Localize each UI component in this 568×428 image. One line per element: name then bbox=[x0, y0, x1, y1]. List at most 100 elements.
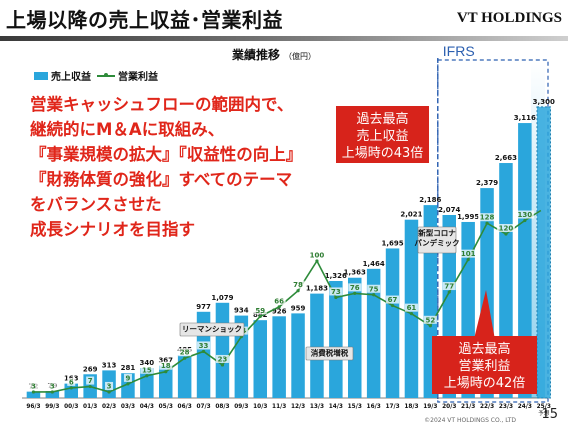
profit-value-label: 101 bbox=[461, 250, 476, 258]
profit-label-bg bbox=[272, 296, 286, 305]
profit-label-bg bbox=[159, 361, 173, 370]
legend-swatch-bar-icon bbox=[34, 71, 48, 80]
bar-value-label: 1,183 bbox=[306, 285, 328, 293]
bar-value-label: 2,663 bbox=[495, 154, 517, 162]
profit-point bbox=[258, 314, 262, 318]
bar bbox=[159, 365, 173, 398]
annotation-covid-text: 新型コロナ bbox=[418, 228, 456, 238]
bar-value-label: 340 bbox=[140, 359, 155, 367]
x-tick-label: 22/3 bbox=[480, 404, 494, 410]
page-title: 上場以降の売上収益･営業利益 bbox=[6, 8, 283, 32]
profit-label-bg bbox=[515, 210, 534, 219]
bar-value-label: 977 bbox=[196, 303, 211, 311]
profit-label-bg bbox=[496, 224, 515, 232]
profit-label-bg bbox=[253, 306, 267, 315]
profit-value-label: 9 bbox=[126, 374, 131, 382]
bar-value-label: 3,300 bbox=[533, 98, 555, 106]
bar-value-label: 2,379 bbox=[476, 179, 498, 187]
x-tick-label: 08/3 bbox=[215, 404, 229, 410]
profit-value-label: 100 bbox=[310, 252, 325, 260]
bar bbox=[45, 391, 60, 398]
profit-label-bg bbox=[123, 373, 132, 382]
callout-revenue-text: 売上収益 bbox=[356, 128, 408, 144]
bar bbox=[215, 302, 230, 398]
profit-value-label: 130 bbox=[518, 211, 533, 219]
bar-value-label: 367 bbox=[158, 357, 173, 365]
bar-value-label: 959 bbox=[291, 304, 306, 312]
profit-point bbox=[353, 291, 357, 295]
callout-revenue-pointer bbox=[372, 112, 409, 162]
title-rule bbox=[0, 36, 568, 41]
x-tick-label: 21/3 bbox=[461, 404, 475, 410]
profit-point bbox=[428, 324, 432, 328]
profit-point bbox=[145, 374, 149, 378]
bar-value-label: 1,363 bbox=[344, 269, 366, 277]
x-tick-label: 01/3 bbox=[83, 404, 97, 410]
profit-label-bg bbox=[215, 354, 229, 363]
profit-label-bg bbox=[67, 377, 76, 386]
profit-value-label: 59 bbox=[255, 307, 265, 315]
x-tick-label: 09/3 bbox=[234, 404, 248, 410]
message-line: 営業キャッシュフローの範囲内で、 bbox=[30, 95, 294, 114]
profit-point bbox=[107, 390, 111, 394]
page-number: 15 bbox=[541, 407, 558, 422]
profit-label-bg bbox=[291, 280, 305, 289]
bar bbox=[26, 391, 41, 398]
chart-title: 業績推移 （億円） bbox=[232, 46, 316, 63]
profit-point bbox=[466, 258, 470, 262]
bar-value-label: 926 bbox=[272, 307, 287, 315]
profit-label-bg bbox=[197, 341, 211, 350]
profit-label-bg bbox=[442, 282, 456, 291]
x-tick-label: 13/3 bbox=[310, 404, 324, 410]
legend-item-profit: 営業利益 bbox=[97, 68, 158, 83]
profit-point bbox=[277, 305, 281, 309]
chart-title-text: 業績推移 bbox=[232, 48, 281, 62]
profit-value-label: 78 bbox=[293, 281, 303, 289]
profit-point bbox=[220, 363, 225, 367]
profit-point bbox=[390, 303, 395, 308]
profit-value-label: 75 bbox=[369, 285, 379, 293]
bar bbox=[272, 316, 286, 398]
profit-point bbox=[50, 390, 54, 394]
bar bbox=[348, 277, 362, 398]
profit-value-label: 6 bbox=[69, 378, 74, 386]
profit-value-label: 120 bbox=[499, 225, 514, 233]
bar bbox=[518, 123, 532, 398]
copyright: ©2024 VT HOLDINGS CO., LTD bbox=[424, 417, 516, 424]
profit-value-label: 76 bbox=[350, 284, 360, 292]
profit-label-bg bbox=[329, 287, 343, 296]
x-tick-label: 18/3 bbox=[404, 404, 418, 410]
bar-value-label: 2,186 bbox=[419, 196, 441, 204]
bar bbox=[536, 106, 551, 399]
profit-value-label: 3 bbox=[50, 382, 55, 390]
x-tick-label: 96/3 bbox=[26, 404, 40, 410]
profit-value-label: 128 bbox=[480, 214, 495, 222]
message-line: 継続的にM＆Aに取組み、 bbox=[30, 120, 225, 139]
profit-label-bg bbox=[105, 381, 114, 390]
profit-label-bg bbox=[386, 295, 400, 304]
profit-point bbox=[447, 290, 451, 294]
profit-point bbox=[409, 312, 414, 316]
x-tick-label: 11/3 bbox=[272, 404, 286, 410]
profit-point bbox=[485, 221, 489, 225]
chart-unit: （億円） bbox=[284, 52, 317, 61]
profit-point bbox=[31, 390, 36, 394]
profit-point bbox=[372, 293, 376, 297]
x-tick-label: 15/3 bbox=[348, 404, 362, 410]
bar-value-label: 1,695 bbox=[381, 239, 403, 247]
legend-item-revenue: 売上収益 bbox=[34, 68, 91, 83]
annotation-lehman-box bbox=[179, 322, 245, 337]
bar bbox=[253, 320, 267, 398]
profit-label-bg bbox=[86, 376, 95, 385]
message-line: 成長シナリオを目指す bbox=[30, 220, 195, 239]
profit-value-label: 3 bbox=[107, 382, 112, 390]
x-tick-label: 05/3 bbox=[159, 404, 173, 410]
x-tick-label: 19/3 bbox=[423, 404, 437, 410]
bar bbox=[310, 293, 324, 398]
profit-label-bg bbox=[307, 251, 326, 259]
legend: 売上収益 営業利益 bbox=[34, 68, 158, 83]
profit-value-label: 52 bbox=[425, 316, 435, 324]
x-tick-label: 23/3 bbox=[499, 404, 513, 410]
profit-label-bg bbox=[459, 249, 478, 258]
legend-label-profit: 営業利益 bbox=[118, 72, 158, 83]
